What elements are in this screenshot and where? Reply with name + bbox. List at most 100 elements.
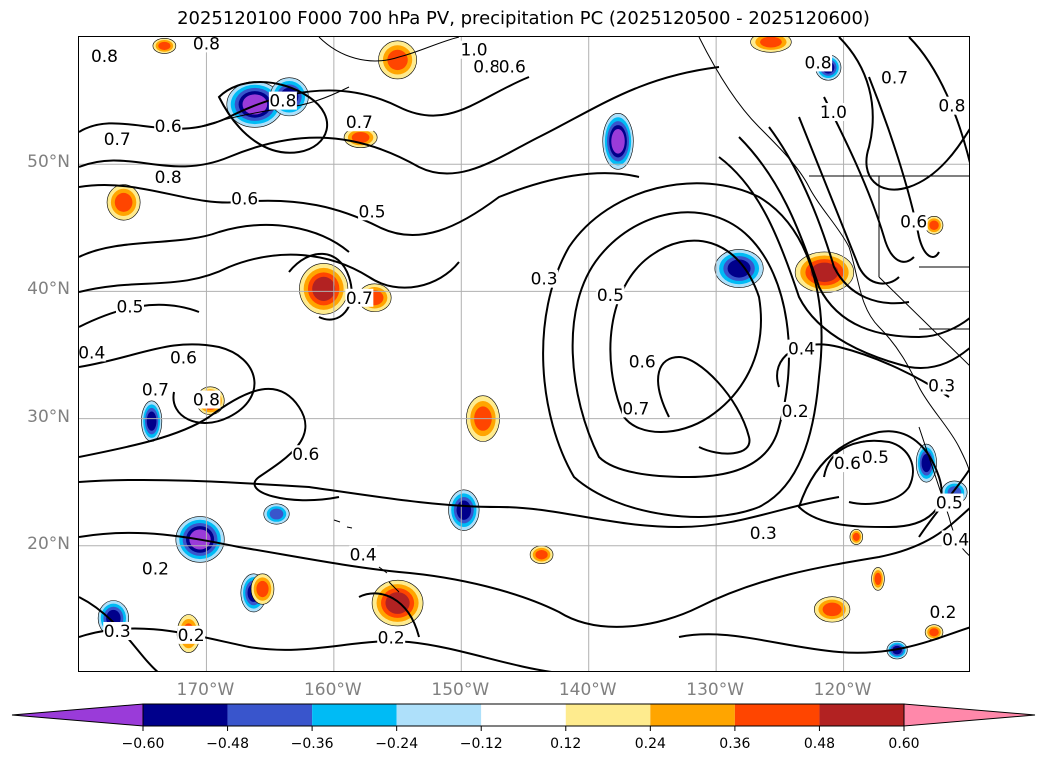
colorbar-extend-min <box>11 703 144 727</box>
contour-label: 0.6 <box>292 445 319 465</box>
contour-label-bg <box>230 189 259 208</box>
colorbar-tick-label: −0.48 <box>206 736 249 752</box>
contour-label: 0.7 <box>104 130 131 150</box>
contour-label: 0.4 <box>79 343 105 363</box>
contour-label-bg <box>596 286 625 305</box>
pv-contour <box>657 355 751 455</box>
contour-label: 1.0 <box>461 41 488 61</box>
precip-anomaly <box>529 545 554 564</box>
coastline-alaska <box>318 37 460 62</box>
contour-label-bg <box>498 57 527 76</box>
contour-label-bg <box>749 524 778 543</box>
lat-label: 40°N <box>27 279 70 300</box>
pv-contour <box>823 439 914 505</box>
pv-contour <box>79 172 640 236</box>
contour-label-bg <box>103 129 132 148</box>
pv-contour <box>288 252 353 321</box>
contour-label: 0.6 <box>499 57 526 77</box>
pv-contour <box>79 223 350 258</box>
contour-label: 0.2 <box>142 560 169 580</box>
contour-label: 0.8 <box>269 92 296 112</box>
map-panel[interactable]: 0.8 0.8 1.0 0.8 0.6 0.8 0.7 0.7 0.6 0.8 0.6 0.5 0.5 0… <box>78 36 970 672</box>
contour-label-bg <box>460 40 489 59</box>
pv-contour <box>571 211 790 479</box>
contour-label-bg <box>169 348 198 367</box>
lon-label: 120°W <box>813 680 872 700</box>
precip-anomaly <box>794 251 855 293</box>
precip-anomaly <box>371 579 424 627</box>
contour-label: 0.3 <box>104 622 131 642</box>
pv-contour <box>738 136 969 339</box>
pv-contour <box>79 478 840 529</box>
contour-label-bg <box>268 91 297 110</box>
lon-label: 160°W <box>303 680 362 700</box>
colorbar-segment <box>396 704 482 726</box>
contour-label: 0.4 <box>788 340 815 360</box>
contour-label: 0.8 <box>193 37 220 54</box>
precip-layer <box>97 37 968 660</box>
colorbar-segment <box>650 704 735 726</box>
pv-contour <box>678 626 969 654</box>
lon-label: 140°W <box>558 680 617 700</box>
contour-label: 0.3 <box>531 270 558 290</box>
contour-label: 0.8 <box>193 391 220 411</box>
contour-label-bg <box>472 57 501 76</box>
colorbar-segment <box>143 704 228 726</box>
precip-anomaly <box>299 263 349 315</box>
contour-label: 0.7 <box>346 113 373 133</box>
colorbar-tick-label: −0.60 <box>121 736 165 752</box>
contour-label-bg <box>927 376 956 395</box>
lat-label: 50°N <box>27 152 70 173</box>
pv-contour <box>358 592 420 638</box>
colorbar-segment <box>481 704 566 726</box>
colorbar-tick-label: −0.24 <box>375 736 419 752</box>
contour-label: 0.6 <box>900 212 927 232</box>
contour-label-bg <box>899 212 928 231</box>
precip-anomaly <box>602 113 634 170</box>
contour-label-bg <box>819 103 848 122</box>
contour-label-bg <box>154 117 183 136</box>
border-states <box>878 176 969 366</box>
contour-label-bg <box>192 390 221 409</box>
pv-contour <box>217 81 329 154</box>
pv-contour <box>838 37 969 191</box>
contour-label: 0.8 <box>473 57 500 77</box>
precip-anomaly <box>141 400 163 442</box>
pv-contours <box>79 37 969 671</box>
contour-label: 0.6 <box>155 117 182 137</box>
contour-label-bg <box>192 37 221 53</box>
colorbar-segment <box>734 704 820 726</box>
contour-label: 0.2 <box>178 626 205 646</box>
colorbar-segment <box>312 704 397 726</box>
pv-contour <box>79 627 552 671</box>
precip-anomaly <box>714 249 764 288</box>
contour-label-bg <box>345 288 374 307</box>
contour-label-bg <box>177 625 206 644</box>
contour-label: 0.7 <box>346 289 373 309</box>
colorbar <box>11 703 1036 731</box>
precip-anomaly <box>263 503 290 525</box>
pv-contour <box>79 66 720 175</box>
contour-label-bg <box>937 96 966 115</box>
contour-label-bg <box>935 493 964 512</box>
map-canvas[interactable]: 0.80.8 1.00.80.60.80.70.70.60.80.60.50.50… <box>79 37 970 672</box>
pv-contour <box>79 507 969 628</box>
contour-label: 0.2 <box>782 402 809 422</box>
colorbar-segment <box>819 704 904 726</box>
contour-label-bg <box>781 401 810 420</box>
precip-anomaly <box>813 596 851 623</box>
contour-label: 0.8 <box>938 97 965 117</box>
gridlines <box>79 37 969 671</box>
contour-label: 0.8 <box>91 47 118 67</box>
pv-contour <box>79 253 460 293</box>
colorbar-segment <box>565 704 651 726</box>
pv-contour <box>797 430 943 529</box>
precip-anomaly <box>915 443 937 483</box>
pv-contour-labels: 0.80.8 1.00.80.60.80.70.70.60.80.60.50.50… <box>79 37 969 648</box>
pv-contour <box>79 76 530 133</box>
contour-label: 0.6 <box>170 349 197 369</box>
contour-label: 0.2 <box>378 628 405 648</box>
coastline-north-america <box>698 37 969 472</box>
pv-contour <box>823 96 915 263</box>
map-title: 2025120100 F000 700 hPa PV, precipitatio… <box>177 8 870 29</box>
